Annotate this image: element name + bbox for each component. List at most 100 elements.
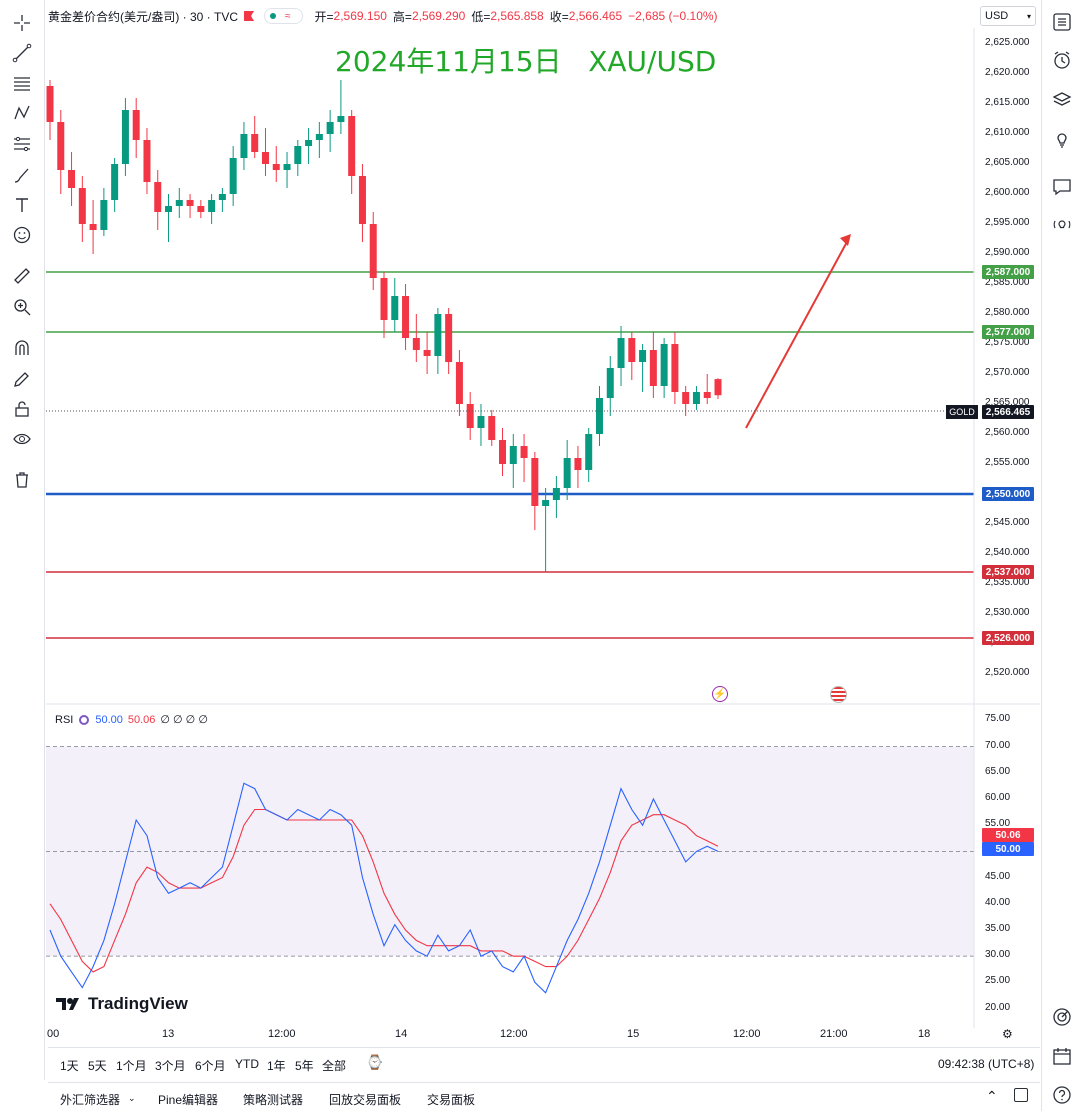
candle-body[interactable] <box>563 458 571 488</box>
candle-body[interactable] <box>305 140 313 146</box>
candle-body[interactable] <box>649 350 657 386</box>
candle-body[interactable] <box>358 176 366 224</box>
ideas-broadcast-icon[interactable] <box>1050 213 1074 237</box>
refresh-icon[interactable] <box>79 714 90 725</box>
candle-body[interactable] <box>660 344 668 386</box>
price-chart[interactable] <box>46 28 1040 1028</box>
candle-body[interactable] <box>143 140 151 182</box>
candle-body[interactable] <box>692 392 700 404</box>
ruler-icon[interactable] <box>8 263 36 289</box>
trash-icon[interactable] <box>8 467 36 493</box>
measure-lines-icon[interactable] <box>8 131 36 157</box>
market-status-icon[interactable]: ≈ <box>264 8 303 24</box>
candle-body[interactable] <box>348 116 356 176</box>
calendar-icon[interactable] <box>1050 1044 1074 1068</box>
candle-body[interactable] <box>46 86 54 122</box>
help-icon[interactable] <box>1050 1083 1074 1107</box>
candle-body[interactable] <box>585 434 593 470</box>
candle-body[interactable] <box>574 458 582 470</box>
us-flag-event-icon[interactable] <box>830 686 847 703</box>
candle-body[interactable] <box>455 362 463 404</box>
tab-pine-editor[interactable]: Pine编辑器 <box>158 1093 219 1107</box>
candle-body[interactable] <box>337 116 345 122</box>
chevron-down-icon[interactable]: ⌄ <box>128 1093 136 1103</box>
candle-body[interactable] <box>175 200 183 206</box>
alarm-clock-icon[interactable] <box>1050 48 1074 72</box>
pencil-lock-icon[interactable] <box>8 366 36 392</box>
candle-body[interactable] <box>186 200 194 206</box>
lightning-event-icon[interactable]: ⚡ <box>712 686 728 702</box>
tab-trading-panel[interactable]: 交易面板 <box>427 1093 476 1107</box>
range-5y[interactable]: 5年 <box>295 1059 314 1073</box>
candle-body[interactable] <box>68 170 76 188</box>
candle-body[interactable] <box>714 379 722 396</box>
candle-body[interactable] <box>445 314 453 362</box>
candle-body[interactable] <box>423 350 431 356</box>
settings-gear-icon[interactable]: ⚙ <box>1002 1027 1013 1041</box>
candle-body[interactable] <box>402 296 410 338</box>
date-range-icon[interactable]: ⌚ <box>366 1054 384 1070</box>
rsi-ma-line[interactable] <box>49 808 719 973</box>
range-all[interactable]: 全部 <box>322 1059 347 1073</box>
layers-icon[interactable] <box>1050 88 1074 112</box>
forecast-arrow[interactable] <box>745 239 849 429</box>
eye-icon[interactable] <box>8 426 36 452</box>
candle-body[interactable] <box>218 194 226 200</box>
horizontal-lines-icon[interactable] <box>8 70 36 96</box>
candle-body[interactable] <box>100 200 108 230</box>
candle-body[interactable] <box>542 500 550 506</box>
candle-body[interactable] <box>477 416 485 428</box>
candle-body[interactable] <box>520 446 528 458</box>
candle-body[interactable] <box>434 314 442 356</box>
candle-body[interactable] <box>412 338 420 350</box>
candle-body[interactable] <box>488 416 496 440</box>
lock-icon[interactable] <box>8 396 36 422</box>
trendline-icon[interactable] <box>8 40 36 66</box>
candle-body[interactable] <box>509 446 517 464</box>
candle-body[interactable] <box>391 296 399 320</box>
emoji-icon[interactable] <box>8 222 36 248</box>
candle-body[interactable] <box>326 122 334 134</box>
candle-body[interactable] <box>229 158 237 194</box>
range-1d[interactable]: 1天 <box>60 1059 79 1073</box>
candle-body[interactable] <box>261 152 269 164</box>
rsi-label[interactable]: RSI <box>55 713 74 726</box>
candle-body[interactable] <box>617 338 625 368</box>
range-1m[interactable]: 1个月 <box>116 1059 147 1073</box>
candle-body[interactable] <box>606 368 614 398</box>
annotation-title[interactable]: 2024年11月15日 XAU/USD <box>335 45 717 78</box>
range-6m[interactable]: 6个月 <box>195 1059 226 1073</box>
candle-body[interactable] <box>111 164 119 200</box>
candle-body[interactable] <box>552 488 560 500</box>
candle-body[interactable] <box>595 398 603 434</box>
candle-body[interactable] <box>315 134 323 140</box>
rsi-line[interactable] <box>49 782 719 994</box>
candle-body[interactable] <box>240 134 248 158</box>
currency-select[interactable]: USD ▾ <box>980 6 1036 26</box>
candle-body[interactable] <box>251 134 259 152</box>
maximize-icon[interactable] <box>1014 1088 1028 1102</box>
red-flag-icon[interactable] <box>244 11 255 21</box>
tab-replay-panel[interactable]: 回放交易面板 <box>329 1093 402 1107</box>
candle-body[interactable] <box>369 224 377 278</box>
magnet-icon[interactable] <box>8 335 36 361</box>
range-3m[interactable]: 3个月 <box>155 1059 186 1073</box>
range-5d[interactable]: 5天 <box>88 1059 107 1073</box>
pattern-icon[interactable] <box>8 100 36 126</box>
candle-body[interactable] <box>272 164 280 170</box>
candle-body[interactable] <box>639 350 647 362</box>
candle-body[interactable] <box>703 392 711 398</box>
candle-body[interactable] <box>208 200 216 212</box>
candle-body[interactable] <box>283 164 291 170</box>
brush-icon[interactable] <box>8 162 36 188</box>
candle-body[interactable] <box>132 110 140 140</box>
tab-strategy-tester[interactable]: 策略测试器 <box>243 1093 304 1107</box>
zoom-in-icon[interactable] <box>8 294 36 320</box>
candle-body[interactable] <box>89 224 97 230</box>
lightbulb-icon[interactable] <box>1050 127 1074 151</box>
watchlist-icon[interactable] <box>1050 10 1074 34</box>
candle-body[interactable] <box>78 188 86 224</box>
candle-body[interactable] <box>380 278 388 320</box>
text-icon[interactable] <box>8 192 36 218</box>
candle-body[interactable] <box>499 440 507 464</box>
